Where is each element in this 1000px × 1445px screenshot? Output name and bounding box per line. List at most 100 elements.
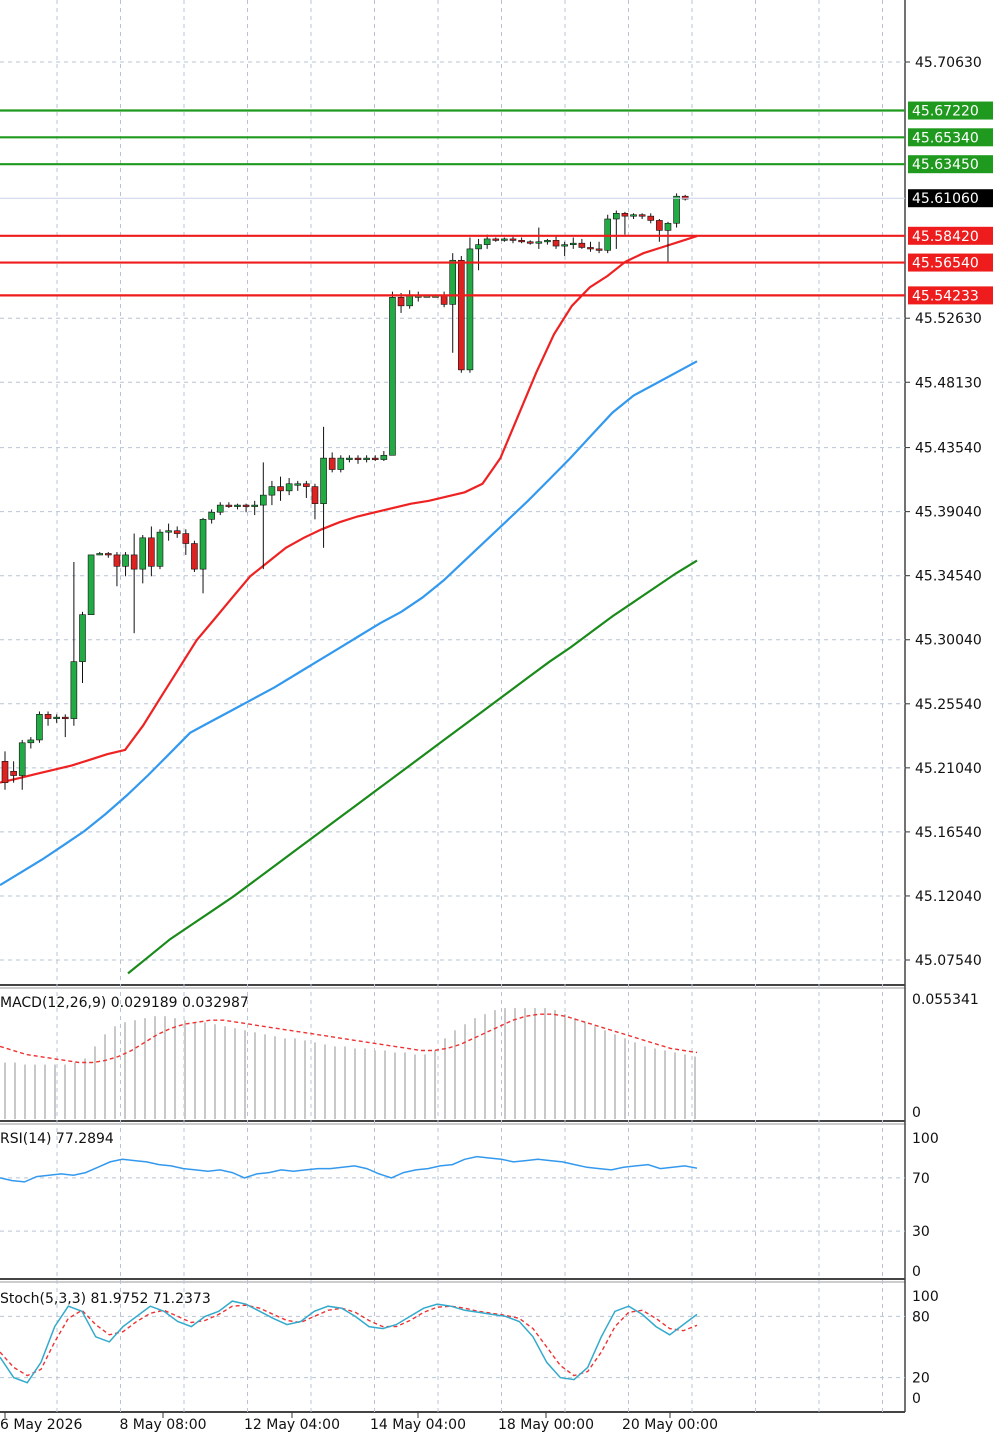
candle-body (36, 714, 43, 741)
candle-body (673, 195, 680, 224)
candle-body (199, 519, 207, 570)
candle-body (113, 554, 121, 567)
candle-body (303, 483, 310, 487)
candle-body (587, 247, 594, 250)
candle-body (397, 296, 405, 307)
price-tick-label: 45.52630 (915, 311, 982, 327)
candle-body (354, 457, 362, 460)
rsi-tick-label: 70 (912, 1171, 930, 1187)
candle-body (389, 296, 396, 456)
ma-blue-line (0, 360, 698, 887)
price-tick-label: 45.70630 (915, 55, 982, 71)
candle-body (475, 244, 482, 250)
support-level-label: 45.56540 (912, 256, 979, 272)
candle-body (61, 716, 69, 719)
resistance-level-label: 45.63450 (912, 157, 979, 173)
candle-body (535, 241, 543, 244)
stoch-tick-label: 100 (912, 1289, 939, 1305)
price-tick-label: 45.16540 (915, 825, 982, 841)
time-tick-label: 14 May 04:00 (370, 1417, 466, 1433)
candle-body (242, 504, 250, 507)
resistance-level-tag (908, 101, 993, 120)
candle-body (130, 554, 138, 570)
stoch-title: Stoch(5,3,3) 81.9752 71.2373 (0, 1291, 211, 1307)
candle-body (630, 214, 637, 217)
candle-body (234, 504, 241, 507)
candle-body (604, 218, 612, 251)
candle-body (320, 457, 327, 504)
candle-body (216, 504, 224, 513)
candle-body (225, 504, 233, 507)
candle-body (406, 295, 413, 307)
candle-body (518, 240, 525, 243)
price-tick-label: 45.30040 (915, 633, 982, 649)
ma-red-line (0, 235, 698, 784)
current-price-label: 45.61060 (912, 191, 979, 207)
candle-body (277, 486, 284, 492)
candle-body (337, 457, 345, 470)
candle-body (122, 554, 129, 567)
macd-tick-label: 0 (912, 1105, 921, 1121)
candle-body (466, 248, 474, 371)
candle-body (87, 554, 95, 615)
candle-body (509, 238, 517, 241)
resistance-level-label: 45.65340 (912, 130, 979, 146)
resistance-level-label: 45.67220 (912, 104, 979, 120)
candle-body (182, 533, 190, 544)
candle-body (10, 770, 17, 776)
candle-body (492, 238, 500, 241)
candle-body (483, 238, 491, 245)
candle-body (501, 238, 508, 241)
time-tick-label: 6 May 2026 (0, 1417, 82, 1433)
macd-title: MACD(12,26,9) 0.029189 0.032987 (0, 995, 249, 1011)
macd-signal-line (0, 1013, 698, 1064)
candle-body (328, 457, 336, 470)
candle-body (595, 248, 603, 251)
ma-green-line (127, 559, 698, 975)
candle-body (18, 742, 26, 776)
candle-body (148, 537, 155, 567)
candle-body (449, 259, 457, 305)
candle-body (208, 511, 215, 520)
support-level-tag (908, 253, 993, 272)
resistance-level-tag (908, 155, 993, 174)
candle-body (613, 213, 620, 220)
candle-body (569, 242, 577, 245)
candle-body (268, 486, 276, 496)
candle-body (647, 215, 655, 221)
candle-body (96, 553, 104, 556)
candle-body (656, 220, 663, 231)
candle-body (44, 714, 52, 719)
resistance-level-tag (908, 128, 993, 147)
stoch-k-line (0, 1300, 698, 1384)
support-level-label: 45.54233 (912, 288, 979, 304)
candle-body (664, 222, 672, 231)
candle-body (53, 716, 60, 719)
candle-body (27, 739, 35, 744)
support-level-tag (908, 286, 993, 305)
support-level-label: 45.58420 (912, 229, 979, 245)
candle-body (552, 240, 560, 247)
time-tick-label: 12 May 04:00 (244, 1417, 340, 1433)
stoch-tick-label: 80 (912, 1309, 930, 1325)
candle-body (371, 457, 379, 460)
candle-body (440, 295, 448, 305)
time-tick-label: 18 May 00:00 (498, 1417, 594, 1433)
candle-body (544, 240, 551, 243)
price-tick-label: 45.12040 (915, 889, 982, 905)
rsi-tick-label: 100 (912, 1131, 939, 1147)
candle-body (105, 553, 112, 556)
support-level-tag (908, 226, 993, 245)
time-tick-label: 20 May 00:00 (622, 1417, 718, 1433)
price-tick-label: 45.48130 (915, 375, 982, 391)
candle-body (70, 661, 78, 719)
price-tick-label: 45.39040 (915, 505, 982, 521)
candle-body (681, 195, 689, 200)
price-tick-label: 45.34540 (915, 569, 982, 585)
candle-body (526, 241, 534, 244)
candle-body (285, 483, 293, 492)
candle-body (173, 530, 181, 534)
price-tick-label: 45.07540 (915, 953, 982, 969)
price-tick-label: 45.21040 (915, 761, 982, 777)
